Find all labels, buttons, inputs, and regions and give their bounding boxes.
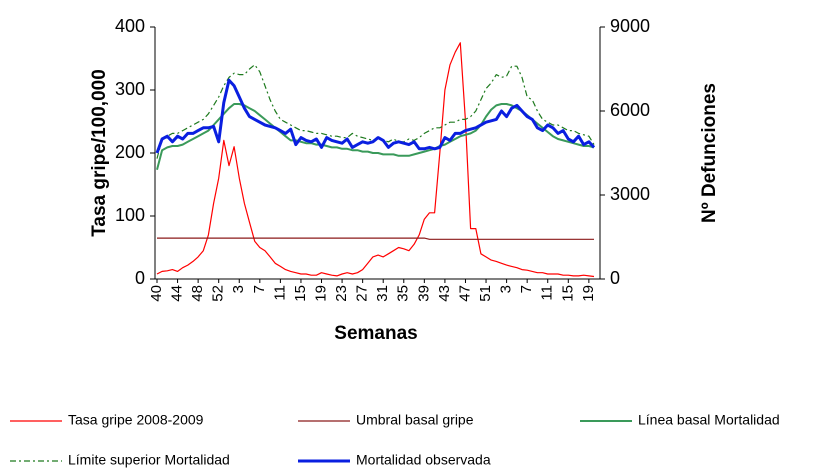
x-tick-label: 51: [477, 285, 494, 302]
y2-tick-label: 9000: [610, 16, 650, 36]
y-tick-label: 0: [135, 268, 145, 288]
y2-tick-label: 3000: [610, 184, 650, 204]
y2-tick-label: 0: [610, 268, 620, 288]
x-tick-label: 31: [374, 285, 391, 302]
x-tick-label: 40: [148, 285, 165, 302]
x-tick-label: 27: [354, 285, 371, 302]
legend-label: Límite superior Mortalidad: [68, 452, 230, 468]
x-tick-label: 39: [415, 285, 432, 302]
y-tick-label: 300: [115, 79, 145, 99]
x-tick-label: 15: [292, 285, 309, 302]
x-tick-label: 52: [210, 285, 227, 302]
x-tick-label: 3: [230, 285, 247, 293]
series-line: [157, 237, 594, 240]
x-tick-label: 15: [559, 285, 576, 302]
x-tick-label: 11: [539, 285, 556, 301]
x-tick-label: 48: [189, 285, 206, 302]
x-tick-label: 7: [251, 285, 268, 293]
x-axis-title: Semanas: [334, 323, 417, 344]
x-tick-label: 19: [580, 285, 597, 302]
y2-axis-title: Nº Defunciones: [699, 83, 720, 223]
x-tick-label: 44: [169, 285, 186, 302]
series-line: [155, 78, 596, 154]
legend-label: Umbral basal gripe: [356, 412, 474, 428]
x-tick-label: 23: [333, 285, 350, 302]
y-tick-label: 400: [115, 16, 145, 36]
y2-tick-label: 6000: [610, 100, 650, 120]
x-tick-label: 35: [395, 285, 412, 302]
legend-label: Tasa gripe 2008-2009: [68, 412, 204, 428]
series-line: [156, 42, 595, 278]
x-tick-label: 47: [456, 285, 473, 302]
x-tick-label: 11: [271, 285, 288, 301]
x-tick-label: 43: [436, 285, 453, 302]
legend-label: Línea basal Mortalidad: [638, 412, 780, 428]
y-tick-label: 200: [115, 142, 145, 162]
x-tick-label: 3: [498, 285, 515, 293]
y-axis-title: Tasa gripe/100,000: [89, 69, 110, 237]
y-tick-label: 100: [115, 205, 145, 225]
legend-label: Mortalidad observada: [356, 452, 491, 468]
x-tick-label: 7: [518, 285, 535, 293]
x-tick-label: 19: [312, 285, 329, 302]
